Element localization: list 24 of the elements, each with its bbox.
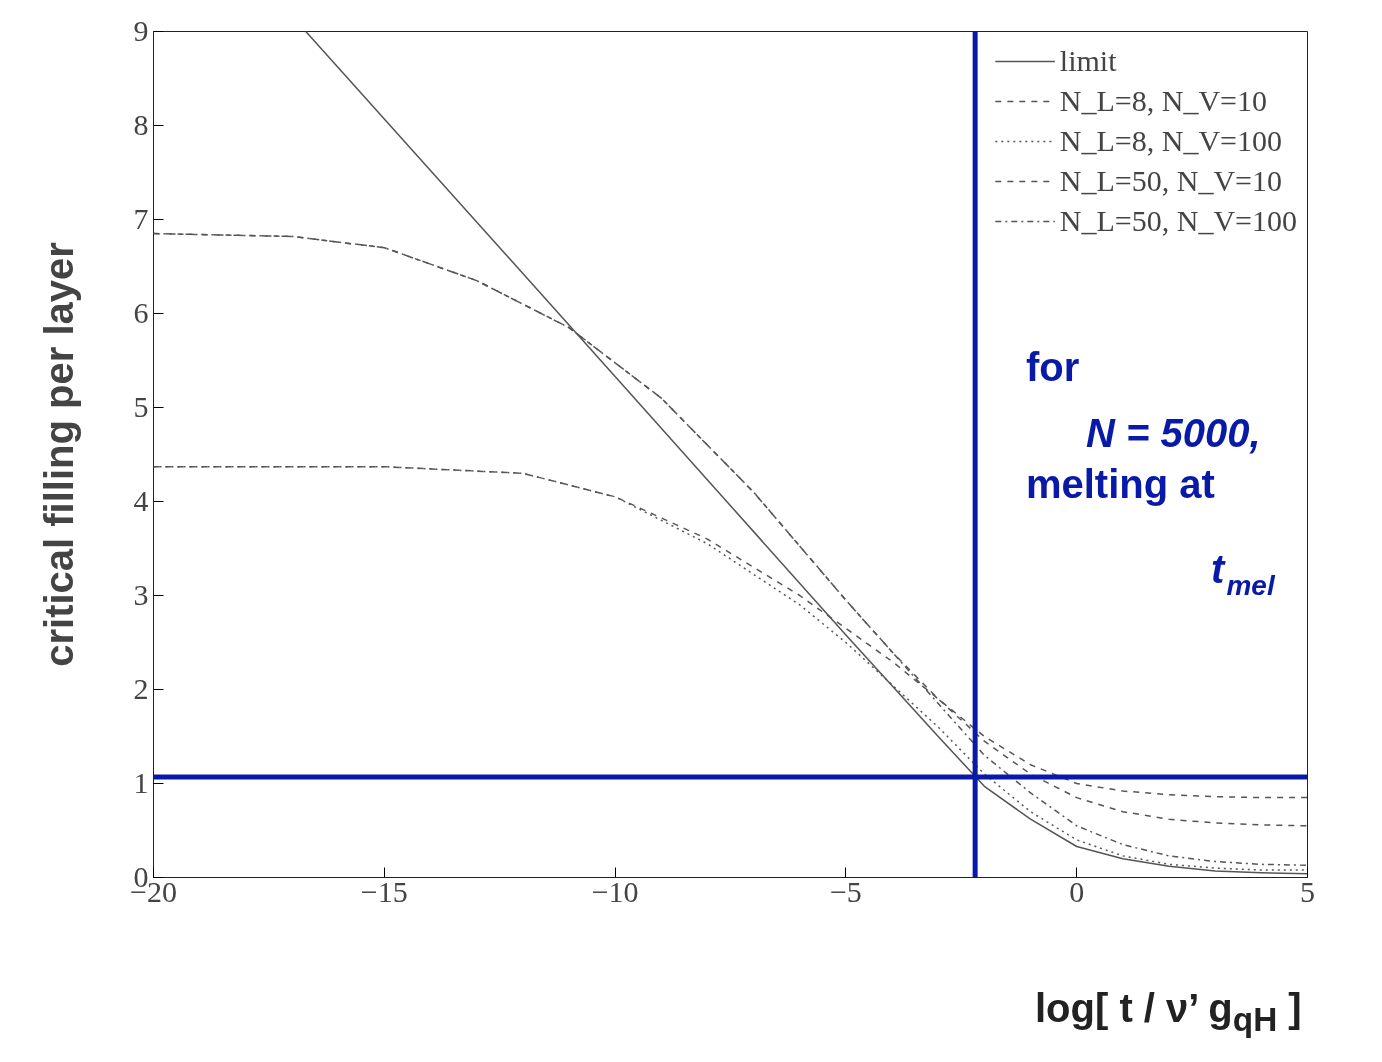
x-tick-label: −15 [360,874,408,908]
legend-label: N_L=50, N_V=10 [1059,163,1282,199]
annotation: for [1025,344,1080,389]
y-tick-label: 4 [133,484,149,517]
x-tick-label: 0 [1069,874,1085,908]
y-tick-label: 9 [133,14,149,47]
y-tick-label: 1 [133,766,149,799]
annotation: melting at [1025,462,1215,507]
legend-label: N_L=8, N_V=10 [1059,83,1267,119]
x-axis-title: log[ t / ν’ g$_{qH}$ ] [1035,985,1302,1040]
legend-label: limit [1059,43,1117,79]
y-tick-label: 8 [133,108,149,141]
y-tick-label: 5 [133,390,149,423]
y-tick-label: 2 [133,672,149,705]
y-tick-label: 7 [133,202,149,235]
legend-label: N_L=8, N_V=100 [1059,123,1282,159]
y-axis-title: critical filling per layer [36,242,81,667]
x-tick-label: 5 [1300,874,1315,908]
y-tick-label: 3 [133,578,149,611]
y-tick-label: 6 [133,296,149,329]
x-tick-label: −10 [591,874,639,908]
x-tick-label: −5 [829,874,862,908]
annotation: N = 5000, [1085,410,1261,455]
legend-label: N_L=50, N_V=100 [1059,203,1297,239]
